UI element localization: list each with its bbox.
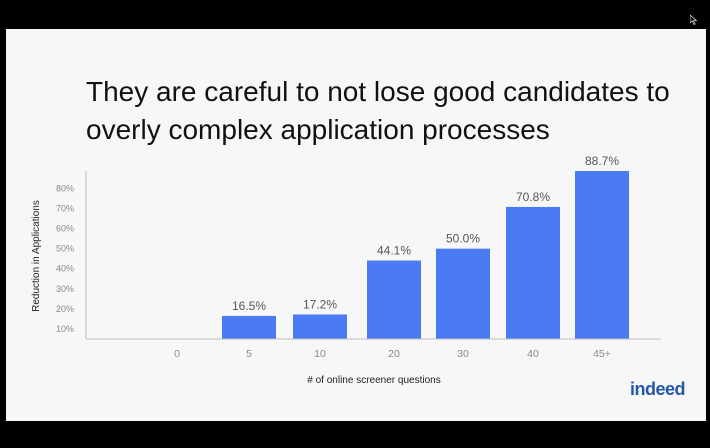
y-axis-label: Reduction in Applications [31,200,42,312]
data-label: 70.8% [516,190,550,204]
bar-chart: 10% 20% 30% 40% 50% 60% 70% 80% 16.5% 17.2% 44.1%… [31,154,661,386]
bar-40 [506,206,560,339]
x-tick-label: 20 [388,348,400,360]
y-tick-label: 50% [56,244,74,254]
y-tick-label: 80% [56,183,74,193]
data-label: 50.0% [446,232,480,246]
data-label: 44.1% [377,244,411,258]
slide-title-line-2: overly complex application processes [86,114,550,145]
x-tick-label: 5 [246,348,252,360]
data-labels: 16.5% 17.2% 44.1% 50.0% 70.8% 88.7% [232,154,619,313]
x-tick-label: 0 [174,348,180,360]
y-tick-label: 20% [56,304,74,314]
y-tick-label: 60% [56,224,74,234]
x-tick-label: 45+ [593,348,611,360]
bar-5 [222,315,276,339]
data-label: 16.5% [232,299,266,313]
slide: They are careful to not lose good candid… [6,29,706,421]
y-axis-ticks: 10% 20% 30% 40% 50% 60% 70% 80% [56,183,74,334]
y-tick-label: 10% [56,324,74,334]
y-tick-label: 70% [56,204,74,214]
bar-20 [367,260,421,339]
x-axis-label: # of online screener questions [307,375,440,386]
y-tick-label: 40% [56,264,74,274]
bar-10 [293,314,347,339]
bar-30 [436,248,490,339]
x-axis-ticks: 0 5 10 20 30 40 45+ [174,348,611,360]
slide-title-line-1: They are careful to not lose good candid… [86,76,670,107]
x-tick-label: 10 [314,348,326,360]
indeed-logo: indeed [630,379,686,399]
data-label: 88.7% [585,154,619,168]
x-tick-label: 40 [527,348,539,360]
bars [222,171,629,339]
y-tick-label: 30% [56,284,74,294]
data-label: 17.2% [303,298,337,312]
slide-title: They are careful to not lose good candid… [86,73,686,149]
mouse-cursor-icon [689,12,698,30]
x-tick-label: 30 [457,348,469,360]
bar-45plus [575,171,629,339]
